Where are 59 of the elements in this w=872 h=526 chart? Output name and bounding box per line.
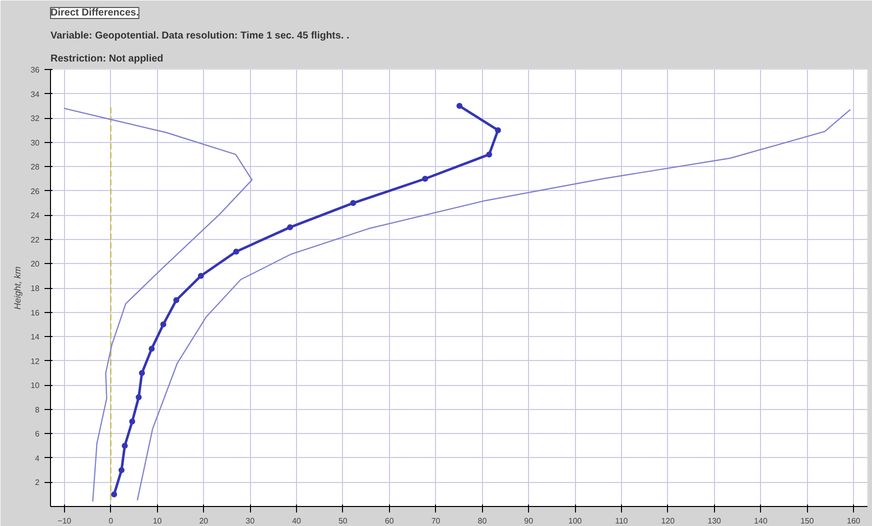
chart-title: Direct Differences. <box>50 8 140 18</box>
y-tick-label: 26 <box>30 186 40 196</box>
point <box>160 321 166 328</box>
x-tick-label: 10 <box>152 516 162 526</box>
x-tick-label: 40 <box>292 516 302 526</box>
point <box>129 418 136 425</box>
point <box>350 200 356 206</box>
point <box>198 272 204 279</box>
point <box>287 224 294 230</box>
y-tick-label: 24 <box>30 211 40 220</box>
x-tick-label: 60 <box>384 516 394 526</box>
y-tick-label: 12 <box>30 356 40 366</box>
line-series <box>136 108 851 502</box>
x-tick-label: 80 <box>478 516 488 526</box>
x-tick-label: 70 <box>431 516 441 526</box>
x-tick-label: 20 <box>199 516 209 526</box>
point <box>422 176 428 182</box>
y-tick-label: 16 <box>30 308 40 318</box>
point <box>233 248 240 255</box>
x-tick-label: 100 <box>568 516 582 526</box>
x-tick-label: 110 <box>615 516 628 526</box>
point <box>122 442 128 449</box>
x-tick-label: 130 <box>708 516 722 526</box>
y-tick-label: 32 <box>30 114 40 124</box>
x-tick-label: 150 <box>800 516 814 526</box>
y-tick-label: 30 <box>30 138 40 148</box>
y-tick-label: 28 <box>30 162 40 172</box>
y-tick-label: 2 <box>35 478 40 488</box>
y-tick-label: 34 <box>30 90 40 99</box>
line-series <box>63 108 253 502</box>
point <box>138 370 145 376</box>
chart-subtitle: Variable: Geopotential. Data resolution: Time 1 sec. 45 flights. . <box>50 30 350 42</box>
y-tick-label: 22 <box>30 235 40 244</box>
x-tick-label: 120 <box>661 516 676 526</box>
text: Restriction: Not applied <box>50 54 164 64</box>
point <box>136 394 142 400</box>
y-tick-label: 10 <box>30 381 40 390</box>
x-tick-label: 50 <box>338 516 348 526</box>
point <box>486 151 492 158</box>
y-tick-label: 14 <box>30 332 40 342</box>
x-tick-label: 30 <box>246 516 256 526</box>
point <box>494 127 501 134</box>
point <box>148 346 155 352</box>
x-tick-label: 90 <box>524 516 534 526</box>
y-tick-label: 20 <box>30 260 40 269</box>
y-tick-label: 36 <box>30 66 40 74</box>
x-tick-label: 0 <box>108 516 114 526</box>
point <box>456 102 462 109</box>
x-tick-label: 160 <box>846 516 861 526</box>
y-tick-label: 18 <box>30 284 40 293</box>
y-tick-label: 8 <box>35 405 40 414</box>
point <box>118 467 125 474</box>
y-tick-label: 4 <box>35 454 40 463</box>
y-axis-title: Height, km <box>12 266 23 310</box>
point <box>173 297 180 304</box>
y-tick-label: 6 <box>35 430 40 439</box>
x-tick-label: 140 <box>754 516 768 526</box>
point <box>111 491 118 498</box>
x-tick-label: −10 <box>58 516 72 526</box>
